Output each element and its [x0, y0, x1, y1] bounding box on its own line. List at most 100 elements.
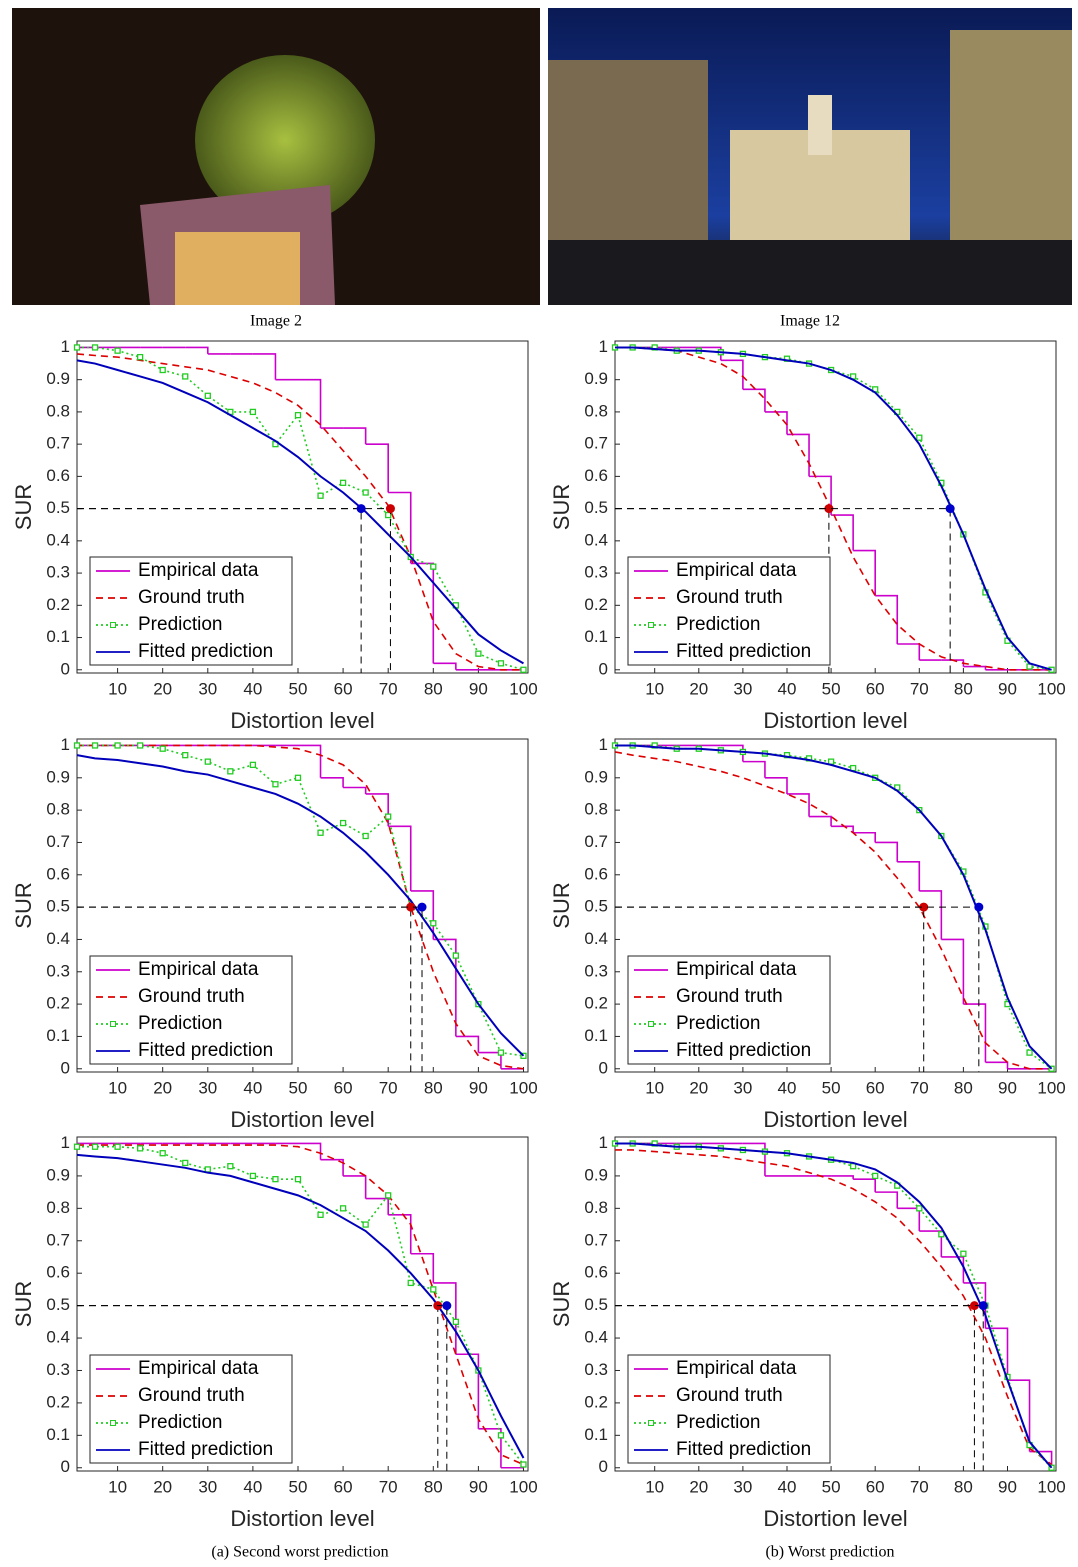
- legend-label: Fitted prediction: [138, 641, 273, 662]
- y-tick-label: 0.9: [46, 767, 70, 786]
- legend-box: [627, 1354, 831, 1464]
- step-segment: [742, 1142, 766, 1176]
- marker: [159, 366, 166, 374]
- marker: [227, 1163, 234, 1170]
- y-tick-label: 0.9: [584, 369, 608, 388]
- step-segment: [919, 890, 943, 940]
- x-tick-label: 80: [424, 679, 443, 698]
- x-tick-label: 50: [289, 1477, 308, 1496]
- y-axis-label: SUR: [11, 882, 36, 928]
- legend-label: Fitted prediction: [676, 1439, 811, 1460]
- step-segment: [297, 744, 322, 778]
- legend-label: Prediction: [676, 1013, 761, 1034]
- step-segment: [455, 1035, 480, 1053]
- legend-label: Ground truth: [676, 1385, 783, 1406]
- legend-label: Empirical data: [138, 959, 259, 980]
- marker: [385, 1192, 392, 1199]
- y-tick-label: 0.5: [584, 897, 608, 916]
- x-tick-label: 40: [778, 1477, 797, 1496]
- marker: [114, 1143, 121, 1150]
- x-tick-label: 70: [910, 1078, 929, 1097]
- x-tick-label: 50: [822, 1477, 841, 1496]
- legend-marker: [110, 1021, 116, 1027]
- x-tick-label: 50: [822, 679, 841, 698]
- x-tick-label: 80: [954, 1477, 973, 1496]
- chart: 0 0.1 0.2 0.3 0.4 0.5 0.6 0.7 0.8 0.9 1 10 20 30 40 50 6…: [11, 337, 538, 733]
- series-line: [615, 1142, 1053, 1469]
- x-tick-label: 100: [509, 1477, 537, 1496]
- photo-left: [12, 8, 540, 305]
- step-segment: [919, 1230, 943, 1257]
- legend-label: Ground truth: [138, 986, 245, 1007]
- step-segment: [478, 1428, 502, 1468]
- y-tick-label: 0.2: [46, 595, 70, 614]
- marker: [249, 408, 257, 416]
- legend-box: [89, 955, 293, 1065]
- y-tick-label: 0.3: [584, 961, 608, 980]
- marker: [497, 660, 505, 667]
- y-tick-label: 0.8: [46, 800, 70, 819]
- x-axis-label: Distortion level: [230, 1107, 374, 1132]
- legend-label: Prediction: [138, 614, 223, 635]
- legend-label: Ground truth: [138, 1385, 245, 1406]
- y-tick-label: 0.9: [46, 369, 70, 388]
- legend-label: Fitted prediction: [676, 641, 811, 662]
- y-tick-label: 0.3: [584, 563, 608, 582]
- y-tick-label: 0.6: [46, 466, 70, 485]
- x-tick-label: 30: [733, 1078, 752, 1097]
- y-tick-label: 0.8: [584, 401, 608, 420]
- marker: [339, 819, 347, 827]
- y-tick-label: 0.7: [584, 434, 608, 453]
- image-caption: Image 2: [250, 313, 302, 330]
- marker: [182, 1159, 189, 1167]
- marker: [204, 1166, 211, 1173]
- x-tick-label: 20: [153, 679, 172, 698]
- marker: [294, 1176, 302, 1183]
- y-tick-label: 0.6: [584, 1263, 608, 1282]
- x-tick-label: 30: [733, 679, 752, 698]
- step-segment: [320, 776, 344, 788]
- marker: [452, 1318, 459, 1325]
- x-tick-label: 90: [998, 1078, 1017, 1097]
- x-tick-label: 100: [1037, 679, 1065, 698]
- y-axis-label: SUR: [549, 1281, 574, 1327]
- marker: [294, 411, 302, 419]
- marker: [91, 1143, 99, 1150]
- x-tick-label: 60: [334, 1477, 353, 1496]
- y-tick-label: 0.4: [584, 1328, 608, 1347]
- series-line: [77, 744, 524, 1057]
- x-tick-label: 60: [866, 679, 885, 698]
- legend-box: [89, 556, 293, 666]
- series-line: [77, 1144, 524, 1466]
- y-tick-label: 0.3: [46, 563, 70, 582]
- step-segment: [764, 776, 788, 794]
- x-tick-label: 70: [379, 1477, 398, 1496]
- y-tick-label: 1: [599, 735, 608, 754]
- y-axis-label: SUR: [11, 484, 36, 530]
- legend-label: Ground truth: [676, 587, 783, 608]
- x-tick-label: 90: [469, 1078, 488, 1097]
- marker: [272, 1176, 279, 1183]
- legend-marker: [110, 1420, 116, 1426]
- marker: [916, 434, 923, 441]
- step-segment: [343, 1175, 367, 1199]
- y-tick-label: 0.1: [584, 1026, 608, 1045]
- marker: [136, 353, 144, 361]
- threshold-point: [356, 504, 366, 514]
- marker: [1026, 1049, 1033, 1056]
- y-tick-label: 0.4: [46, 1328, 70, 1347]
- step-segment: [698, 346, 722, 361]
- marker: [497, 1049, 505, 1056]
- y-tick-label: 0.4: [584, 929, 608, 948]
- step-segment: [875, 594, 899, 644]
- marker: [362, 832, 369, 840]
- y-tick-label: 0.4: [46, 929, 70, 948]
- legend-box: [89, 1354, 293, 1464]
- threshold-point: [406, 902, 416, 912]
- y-tick-label: 0.2: [46, 994, 70, 1013]
- x-tick-label: 40: [243, 1078, 262, 1097]
- y-tick-label: 0.3: [46, 961, 70, 980]
- marker: [136, 742, 144, 749]
- y-tick-label: 0: [599, 1058, 608, 1077]
